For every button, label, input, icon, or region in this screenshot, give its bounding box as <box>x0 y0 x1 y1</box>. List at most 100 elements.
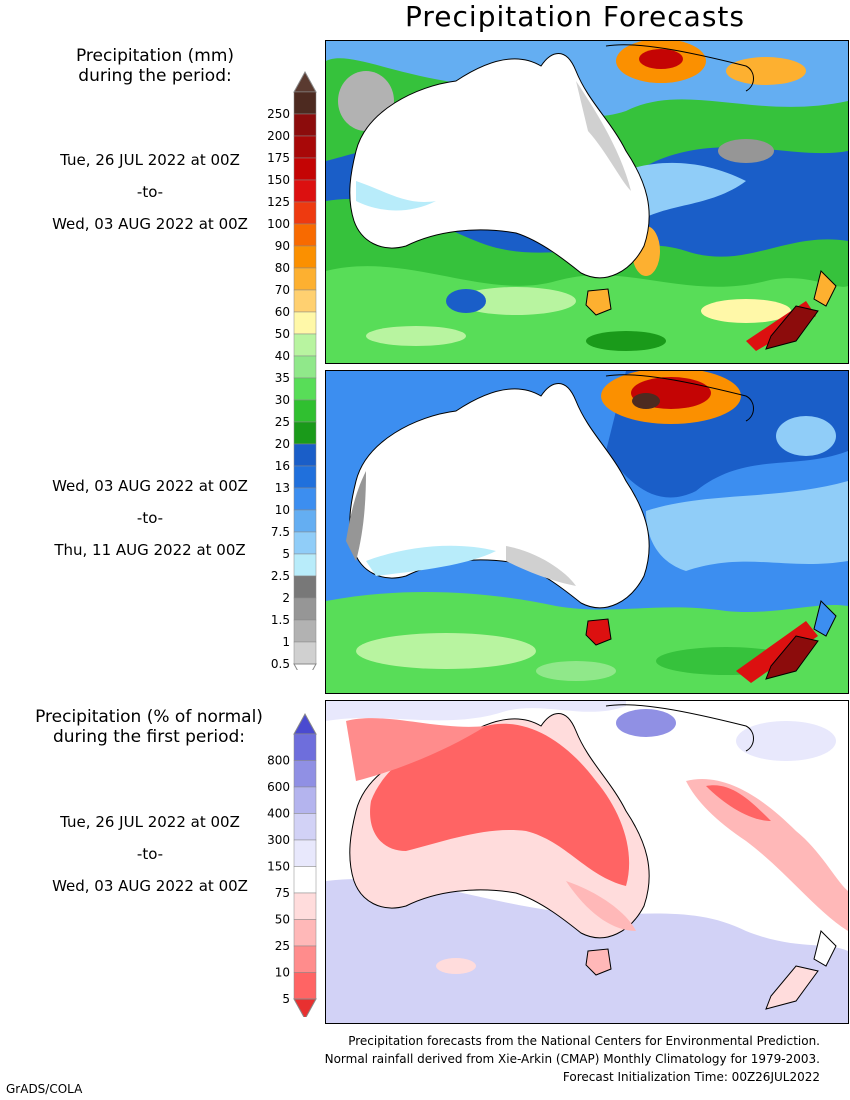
period-2-end: Thu, 11 AUG 2022 at 00Z <box>54 541 246 559</box>
colorbar-swatch <box>293 509 317 533</box>
colorbar-tick-label: 25 <box>275 415 290 429</box>
colorbar-swatch <box>293 597 317 621</box>
percent-heading-line1: Precipitation (% of normal) <box>35 707 263 727</box>
page-title: Precipitation Forecasts <box>405 0 745 33</box>
colorbar-tick-label: 50 <box>275 327 290 341</box>
period-3-start: Tue, 26 JUL 2022 at 00Z <box>60 813 240 831</box>
colorbar-swatch <box>293 113 317 137</box>
colorbar-top-cap <box>293 70 317 93</box>
map-panel-percent-normal <box>325 700 849 1024</box>
colorbar-swatch <box>293 760 317 788</box>
colorbar-swatch <box>293 289 317 313</box>
credit-label: GrADS/COLA <box>6 1082 83 1096</box>
colorbar-tick-label: 10 <box>275 503 290 517</box>
colorbar-swatch <box>293 575 317 599</box>
colorbar-tick-label: 25 <box>275 939 290 953</box>
period-2-sep: -to- <box>136 509 164 527</box>
colorbar-tick-label: 20 <box>275 437 290 451</box>
colorbar-tick-label: 70 <box>275 283 290 297</box>
colorbar-swatch <box>293 839 317 867</box>
colorbar-swatch <box>293 135 317 159</box>
colorbar-tick-label: 5 <box>282 547 290 561</box>
colorbar-swatch <box>293 91 317 115</box>
colorbar-tick-label: 60 <box>275 305 290 319</box>
colorbar-swatch <box>293 179 317 203</box>
colorbar-swatch <box>293 245 317 269</box>
colorbar-tick-label: 175 <box>267 151 290 165</box>
colorbar-swatch <box>293 223 317 247</box>
colorbar-tick-label: 100 <box>267 217 290 231</box>
colorbar-swatch <box>293 972 317 1000</box>
period-2-start: Wed, 03 AUG 2022 at 00Z <box>52 477 248 495</box>
colorbar-tick-label: 1 <box>282 635 290 649</box>
colorbar-swatch <box>293 619 317 643</box>
footer-line-2: Normal rainfall derived from Xie-Arkin (… <box>324 1052 820 1066</box>
colorbar-tick-label: 400 <box>267 807 290 821</box>
colorbar-tick-label: 200 <box>267 129 290 143</box>
map-panel-period-2 <box>325 370 849 694</box>
colorbar-bottom-cap <box>293 998 317 1017</box>
colorbar-swatch <box>293 733 317 761</box>
colorbar-tick-label: 600 <box>267 780 290 794</box>
period-1-start: Tue, 26 JUL 2022 at 00Z <box>60 151 240 169</box>
colorbar-swatch <box>293 399 317 423</box>
colorbar-tick-label: 800 <box>267 754 290 768</box>
amount-legend-heading: Precipitation (mm) during the period: <box>40 46 270 86</box>
colorbar-swatch <box>293 531 317 555</box>
colorbar-tick-label: 35 <box>275 371 290 385</box>
colorbar-tick-label: 0.5 <box>271 657 290 670</box>
colorbar-tick-label: 125 <box>267 195 290 209</box>
colorbar-swatch <box>293 813 317 841</box>
colorbar-swatch <box>293 377 317 401</box>
percent-legend-heading: Precipitation (% of normal) during the f… <box>14 707 284 747</box>
colorbar-bottom-cap <box>293 663 317 670</box>
colorbar-swatch <box>293 157 317 181</box>
period-1-label: Tue, 26 JUL 2022 at 00Z -to- Wed, 03 AUG… <box>30 150 270 246</box>
colorbar-swatch <box>293 201 317 225</box>
colorbar-tick-label: 40 <box>275 349 290 363</box>
colorbar-swatch <box>293 892 317 920</box>
colorbar-top-cap <box>293 712 317 735</box>
colorbar-swatch <box>293 421 317 445</box>
colorbar-swatch <box>293 786 317 814</box>
colorbar-swatch <box>293 355 317 379</box>
colorbar-tick-label: 80 <box>275 261 290 275</box>
colorbar-swatch <box>293 465 317 489</box>
footer-line-1: Precipitation forecasts from the Nationa… <box>348 1034 820 1048</box>
percent-heading-line2: during the first period: <box>52 727 246 747</box>
colorbar-swatch <box>293 945 317 973</box>
period-3-end: Wed, 03 AUG 2022 at 00Z <box>52 877 248 895</box>
colorbar-swatch <box>293 487 317 511</box>
percent-colorbar: 800 600 400 300 150 75 50 25 10 5 <box>267 712 317 1017</box>
period-1-end: Wed, 03 AUG 2022 at 00Z <box>52 215 248 233</box>
footer-line-3: Forecast Initialization Time: 00Z26JUL20… <box>562 1070 820 1084</box>
colorbar-swatch <box>293 333 317 357</box>
colorbar-tick-label: 7.5 <box>271 525 290 539</box>
colorbar-tick-label: 1.5 <box>271 613 290 627</box>
period-3-label: Tue, 26 JUL 2022 at 00Z -to- Wed, 03 AUG… <box>30 812 270 908</box>
colorbar-swatch <box>293 311 317 335</box>
map-panel-period-1 <box>325 40 849 364</box>
colorbar-tick-label: 90 <box>275 239 290 253</box>
colorbar-tick-label: 30 <box>275 393 290 407</box>
colorbar-tick-label: 300 <box>267 833 290 847</box>
colorbar-swatch <box>293 553 317 577</box>
amount-colorbar: 2502001751501251009080706050403530252016… <box>267 70 317 670</box>
colorbar-tick-label: 150 <box>267 173 290 187</box>
colorbar-tick-label: 10 <box>275 966 290 980</box>
colorbar-tick-label: 2 <box>282 591 290 605</box>
colorbar-tick-label: 16 <box>275 459 290 473</box>
colorbar-swatch <box>293 866 317 894</box>
colorbar-swatch <box>293 443 317 467</box>
colorbar-swatch <box>293 267 317 291</box>
period-2-label: Wed, 03 AUG 2022 at 00Z -to- Thu, 11 AUG… <box>30 476 270 572</box>
colorbar-tick-label: 2.5 <box>271 569 290 583</box>
colorbar-tick-label: 13 <box>275 481 290 495</box>
colorbar-tick-label: 150 <box>267 860 290 874</box>
footer-notes: Precipitation forecasts from the Nationa… <box>325 1032 820 1086</box>
colorbar-tick-label: 5 <box>282 992 290 1006</box>
period-1-sep: -to- <box>136 183 164 201</box>
amount-heading-line1: Precipitation (mm) <box>75 46 235 66</box>
colorbar-tick-label: 75 <box>275 886 290 900</box>
colorbar-tick-label: 250 <box>267 107 290 121</box>
